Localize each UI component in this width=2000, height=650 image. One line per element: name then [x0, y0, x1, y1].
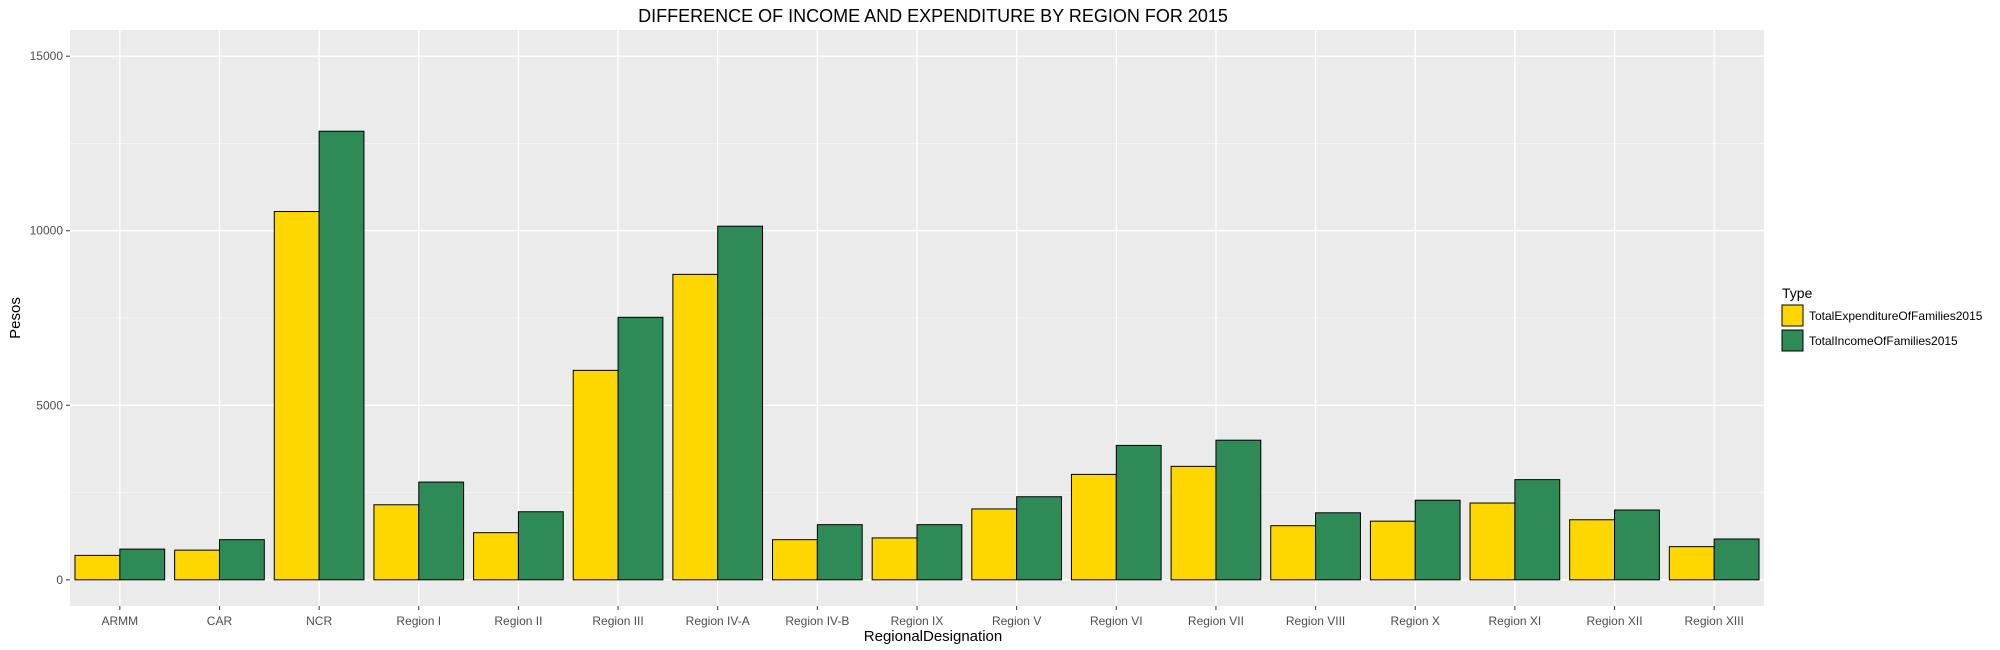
x-tick-label: NCR	[306, 614, 332, 628]
bar-expenditure	[1369, 520, 1416, 581]
bar-expenditure	[871, 537, 918, 581]
bar-expenditure	[1270, 525, 1317, 581]
bar-income	[218, 539, 265, 581]
bar-expenditure	[1469, 502, 1516, 581]
bar-expenditure	[672, 273, 719, 581]
x-tick-label: Region VIII	[1286, 614, 1345, 628]
bar-income	[617, 316, 664, 581]
legend-key	[1781, 304, 1804, 327]
x-axis-title: RegionalDesignation	[864, 628, 1002, 645]
bar-income	[1315, 512, 1361, 581]
y-tick-label: 10000	[30, 224, 64, 238]
bar-expenditure	[1170, 465, 1217, 581]
chart-title: DIFFERENCE OF INCOME AND EXPENDITURE BY …	[638, 6, 1228, 26]
bar-income	[1414, 499, 1461, 581]
bar-income	[1614, 509, 1660, 581]
bar-income	[1514, 479, 1561, 581]
bar-expenditure	[373, 504, 420, 581]
y-axis: 0 5000 10000 15000	[30, 49, 70, 587]
bar-expenditure	[1070, 473, 1117, 581]
bar-income	[418, 481, 465, 581]
x-tick-label: Region IX	[891, 614, 944, 628]
x-tick-label: Region I	[396, 614, 441, 628]
bar-income	[816, 524, 863, 581]
x-tick-label: Region VII	[1188, 614, 1244, 628]
bar-income	[916, 524, 963, 581]
x-axis: ARMM CAR NCR Region I Region II Region III Reg…	[101, 606, 1744, 628]
bar-expenditure	[1668, 546, 1715, 581]
y-tick-label: 15000	[30, 49, 64, 63]
x-tick-label: Region II	[494, 614, 542, 628]
bar-income	[1713, 538, 1760, 581]
legend-label: TotalExpenditureOfFamilies2015	[1809, 309, 1983, 323]
x-tick-label: Region VI	[1090, 614, 1143, 628]
x-tick-label: Region IV-A	[686, 614, 750, 628]
x-tick-label: Region XII	[1587, 614, 1643, 628]
y-axis-title: Pesos	[7, 297, 24, 339]
y-tick-label: 5000	[36, 398, 63, 412]
x-tick-label: Region V	[992, 614, 1041, 628]
bar-expenditure	[572, 369, 619, 581]
bar-income	[1215, 439, 1262, 581]
x-tick-label: Region XI	[1489, 614, 1542, 628]
bar-income	[1016, 496, 1062, 581]
bar-expenditure	[971, 508, 1018, 581]
legend-label: TotalIncomeOfFamilies2015	[1809, 334, 1958, 348]
bar-expenditure	[174, 549, 220, 581]
bar-expenditure	[273, 211, 320, 581]
x-tick-label: Region X	[1391, 614, 1440, 628]
x-tick-label: Region IV-B	[785, 614, 849, 628]
bar-expenditure	[772, 539, 818, 581]
x-tick-label: Region III	[592, 614, 643, 628]
x-tick-label: Region XIII	[1684, 614, 1743, 628]
x-tick-label: ARMM	[101, 614, 138, 628]
x-tick-label: CAR	[207, 614, 233, 628]
legend-title: Type	[1782, 285, 1813, 301]
bars	[74, 130, 1760, 581]
bar-income	[517, 511, 564, 581]
bar-expenditure	[473, 532, 519, 581]
bar-income	[717, 225, 764, 581]
bar-income	[119, 548, 166, 581]
legend-key	[1781, 329, 1804, 352]
bar-expenditure	[1569, 519, 1616, 581]
bar-income	[318, 130, 365, 581]
y-tick-label: 0	[56, 573, 63, 587]
bar-expenditure	[74, 554, 121, 581]
bar-income	[1115, 444, 1162, 581]
legend: Type TotalExpenditureOfFamilies2015 Total…	[1781, 285, 1983, 352]
